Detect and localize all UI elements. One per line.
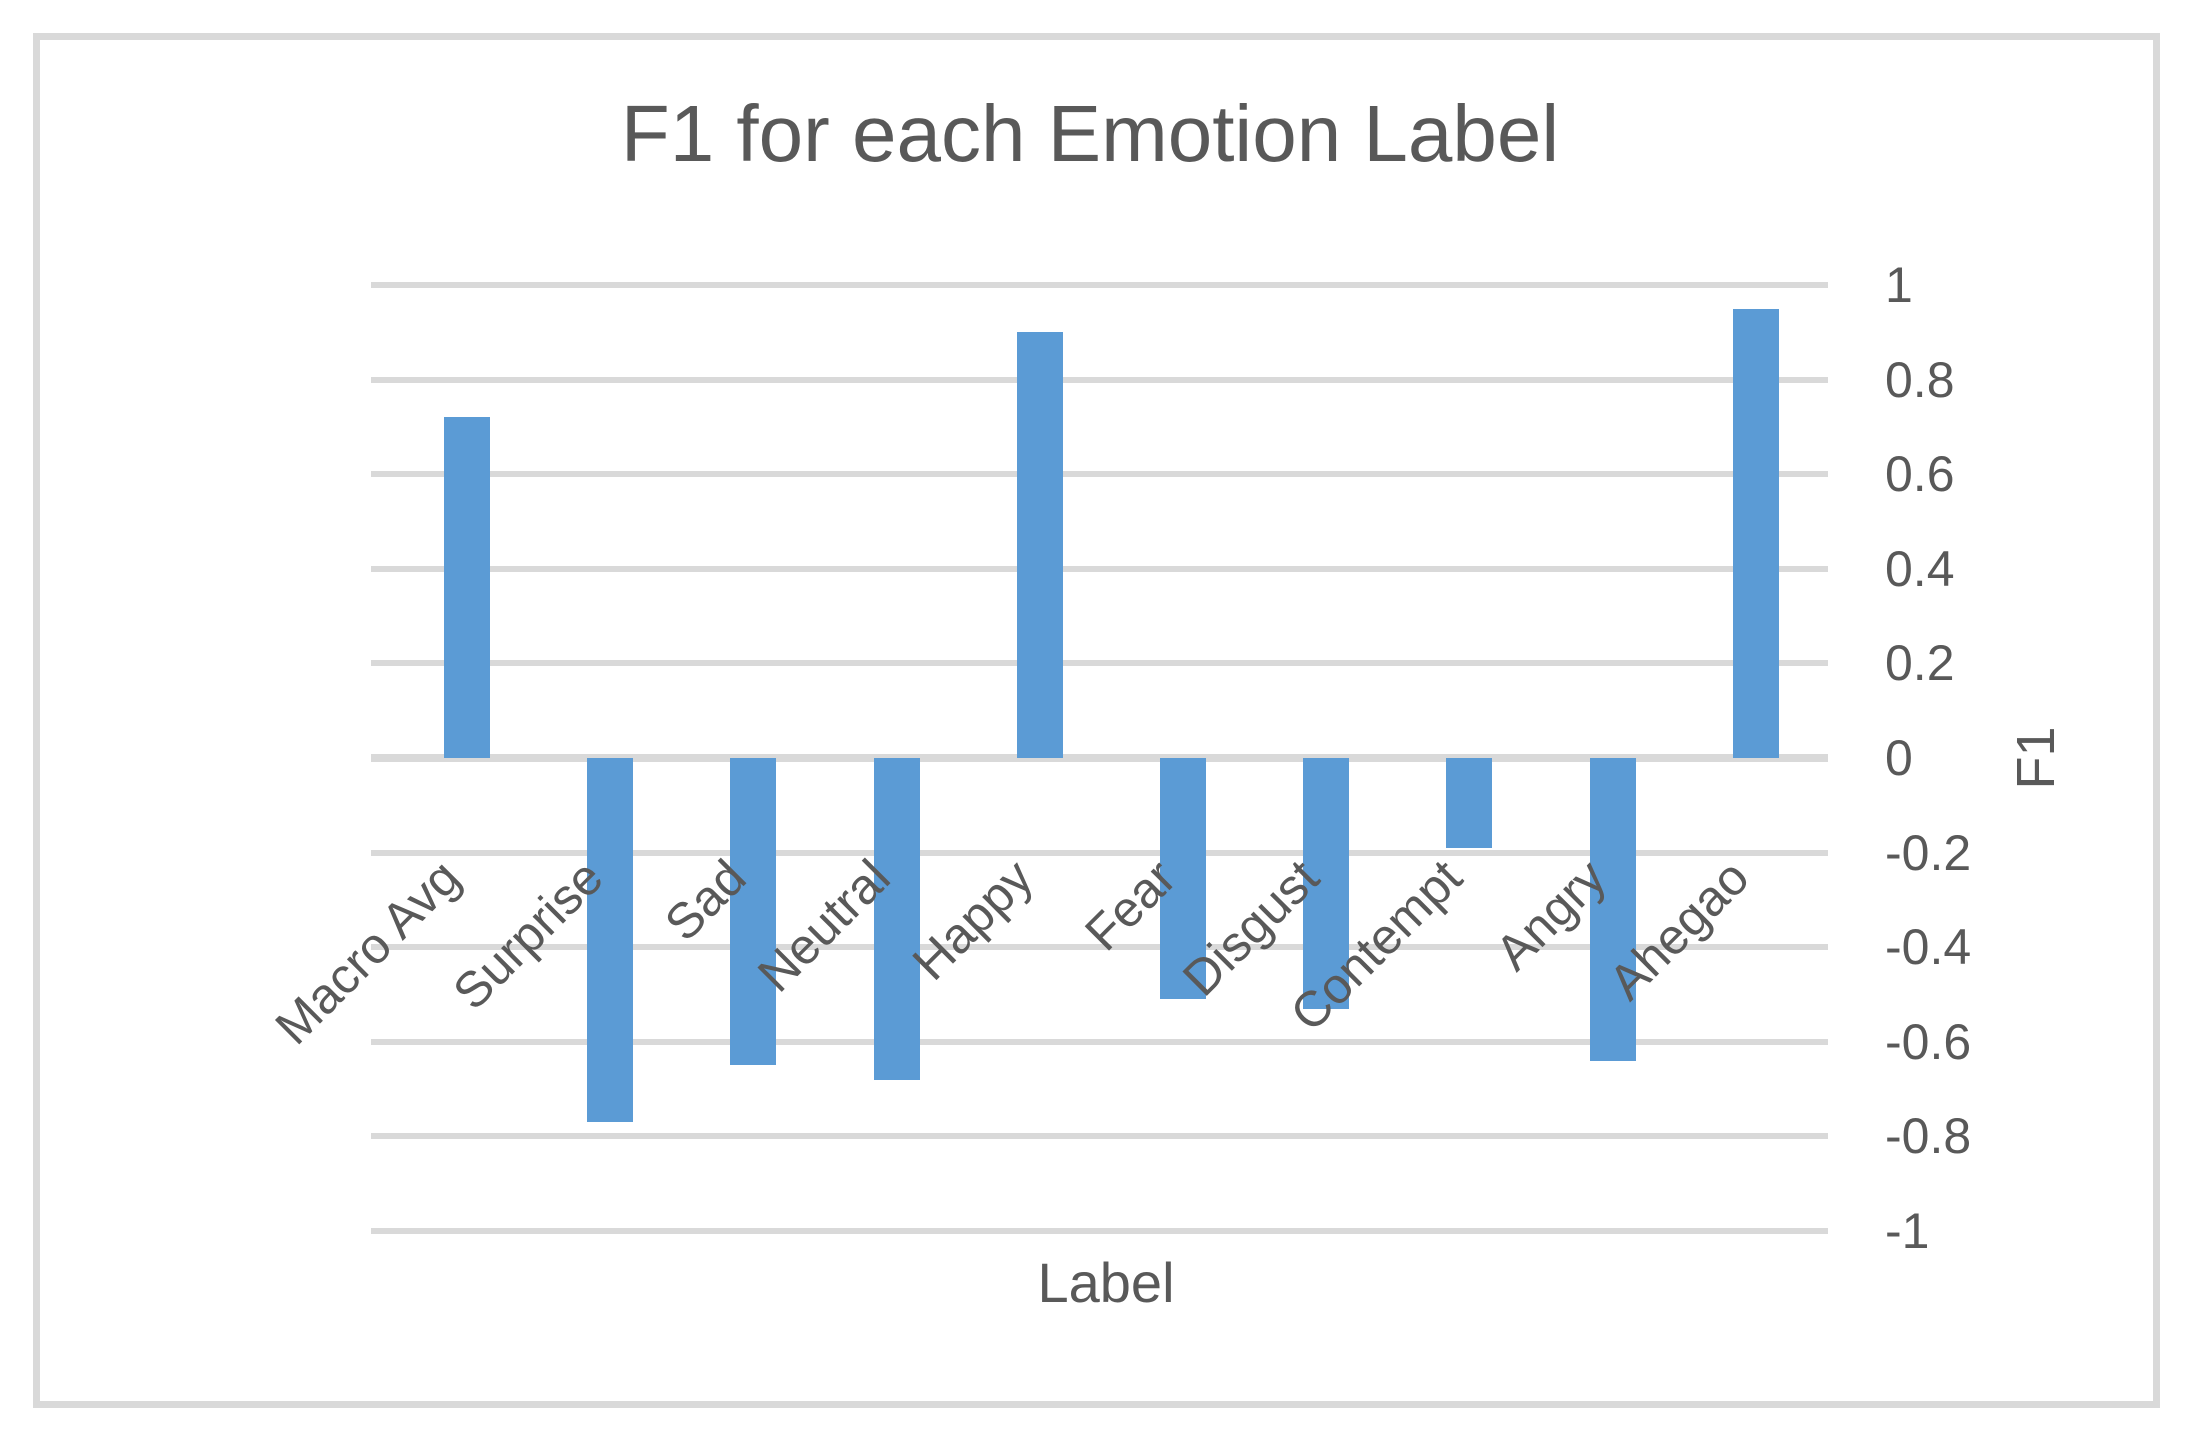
bar-sad — [730, 758, 777, 1066]
y-tick-label: -1 — [1885, 1203, 1930, 1259]
bar-angry — [1589, 758, 1636, 1061]
gridline — [371, 660, 1828, 667]
x-axis-line — [371, 754, 1828, 762]
gridline — [371, 376, 1828, 383]
chart-title: F1 for each Emotion Label — [620, 89, 1560, 178]
y-tick-label: -0.2 — [1885, 824, 1972, 881]
y-tick-label: 0.8 — [1885, 351, 1955, 408]
gridline — [371, 471, 1828, 478]
gridline — [371, 565, 1828, 572]
bar-ahegao — [1732, 308, 1779, 758]
bar-contempt — [1446, 758, 1493, 848]
y-tick-label: -0.6 — [1885, 1013, 1972, 1070]
bar-macro-avg — [444, 417, 490, 758]
y-tick-label: -0.8 — [1885, 1108, 1972, 1165]
x-axis-title: Label — [1037, 1251, 1175, 1314]
bar-neutral — [873, 758, 920, 1080]
y-tick-label: -0.4 — [1885, 919, 1972, 976]
chart-border-frame — [33, 33, 2160, 1408]
gridline — [371, 944, 1828, 951]
y-tick-label: 0.6 — [1885, 446, 1955, 503]
bar-happy — [1016, 332, 1063, 758]
gridline — [371, 282, 1828, 288]
bar-surprise — [587, 758, 634, 1123]
y-tick-label: 1 — [1885, 257, 1913, 313]
bar-disgust — [1303, 758, 1350, 1009]
y-axis-title: F1 — [2006, 726, 2066, 790]
gridline — [371, 1228, 1828, 1234]
y-tick-label: 0.2 — [1885, 635, 1955, 692]
bar-fear — [1160, 758, 1206, 1000]
y-tick-label: 0 — [1885, 730, 1913, 786]
y-tick-label: 0.4 — [1885, 540, 1955, 597]
gridline — [371, 1133, 1828, 1140]
gridline — [371, 1038, 1828, 1045]
gridline — [371, 849, 1828, 856]
